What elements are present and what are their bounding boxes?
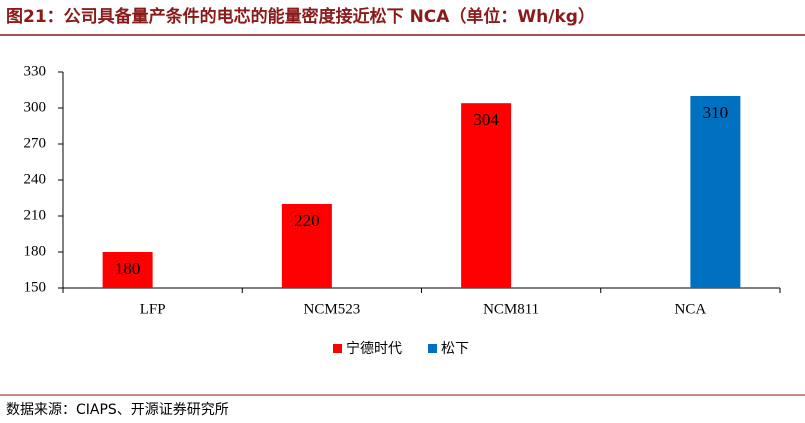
x-tick-label: NCM523: [304, 301, 361, 317]
legend-label: 宁德时代: [346, 340, 402, 357]
y-tick-label: 330: [24, 63, 47, 79]
legend-swatch: [333, 344, 342, 353]
source-note: 数据来源：CIAPS、开源证券研究所: [6, 402, 229, 418]
value-label: 220: [294, 211, 320, 230]
bar: [461, 103, 512, 288]
x-tick-label: NCM811: [483, 301, 539, 317]
y-tick-label: 300: [24, 99, 47, 115]
legend-label: 松下: [441, 341, 469, 357]
y-tick-label: 270: [24, 135, 47, 151]
bar: [690, 96, 741, 288]
y-tick-label: 240: [24, 171, 47, 187]
y-tick-label: 210: [24, 207, 47, 223]
value-label: 304: [473, 110, 499, 129]
value-label: 310: [703, 103, 729, 122]
y-tick-label: 180: [24, 243, 47, 259]
bar: [102, 252, 153, 288]
x-tick-label: LFP: [140, 301, 166, 317]
x-tick-label: NCA: [675, 301, 707, 317]
bar: [281, 204, 332, 288]
chart-title: 图21：公司具备量产条件的电芯的能量密度接近松下 NCA（单位：Wh/kg）: [6, 6, 595, 27]
y-tick-label: 150: [24, 279, 47, 295]
value-label: 180: [115, 259, 141, 278]
legend-swatch: [428, 344, 437, 353]
